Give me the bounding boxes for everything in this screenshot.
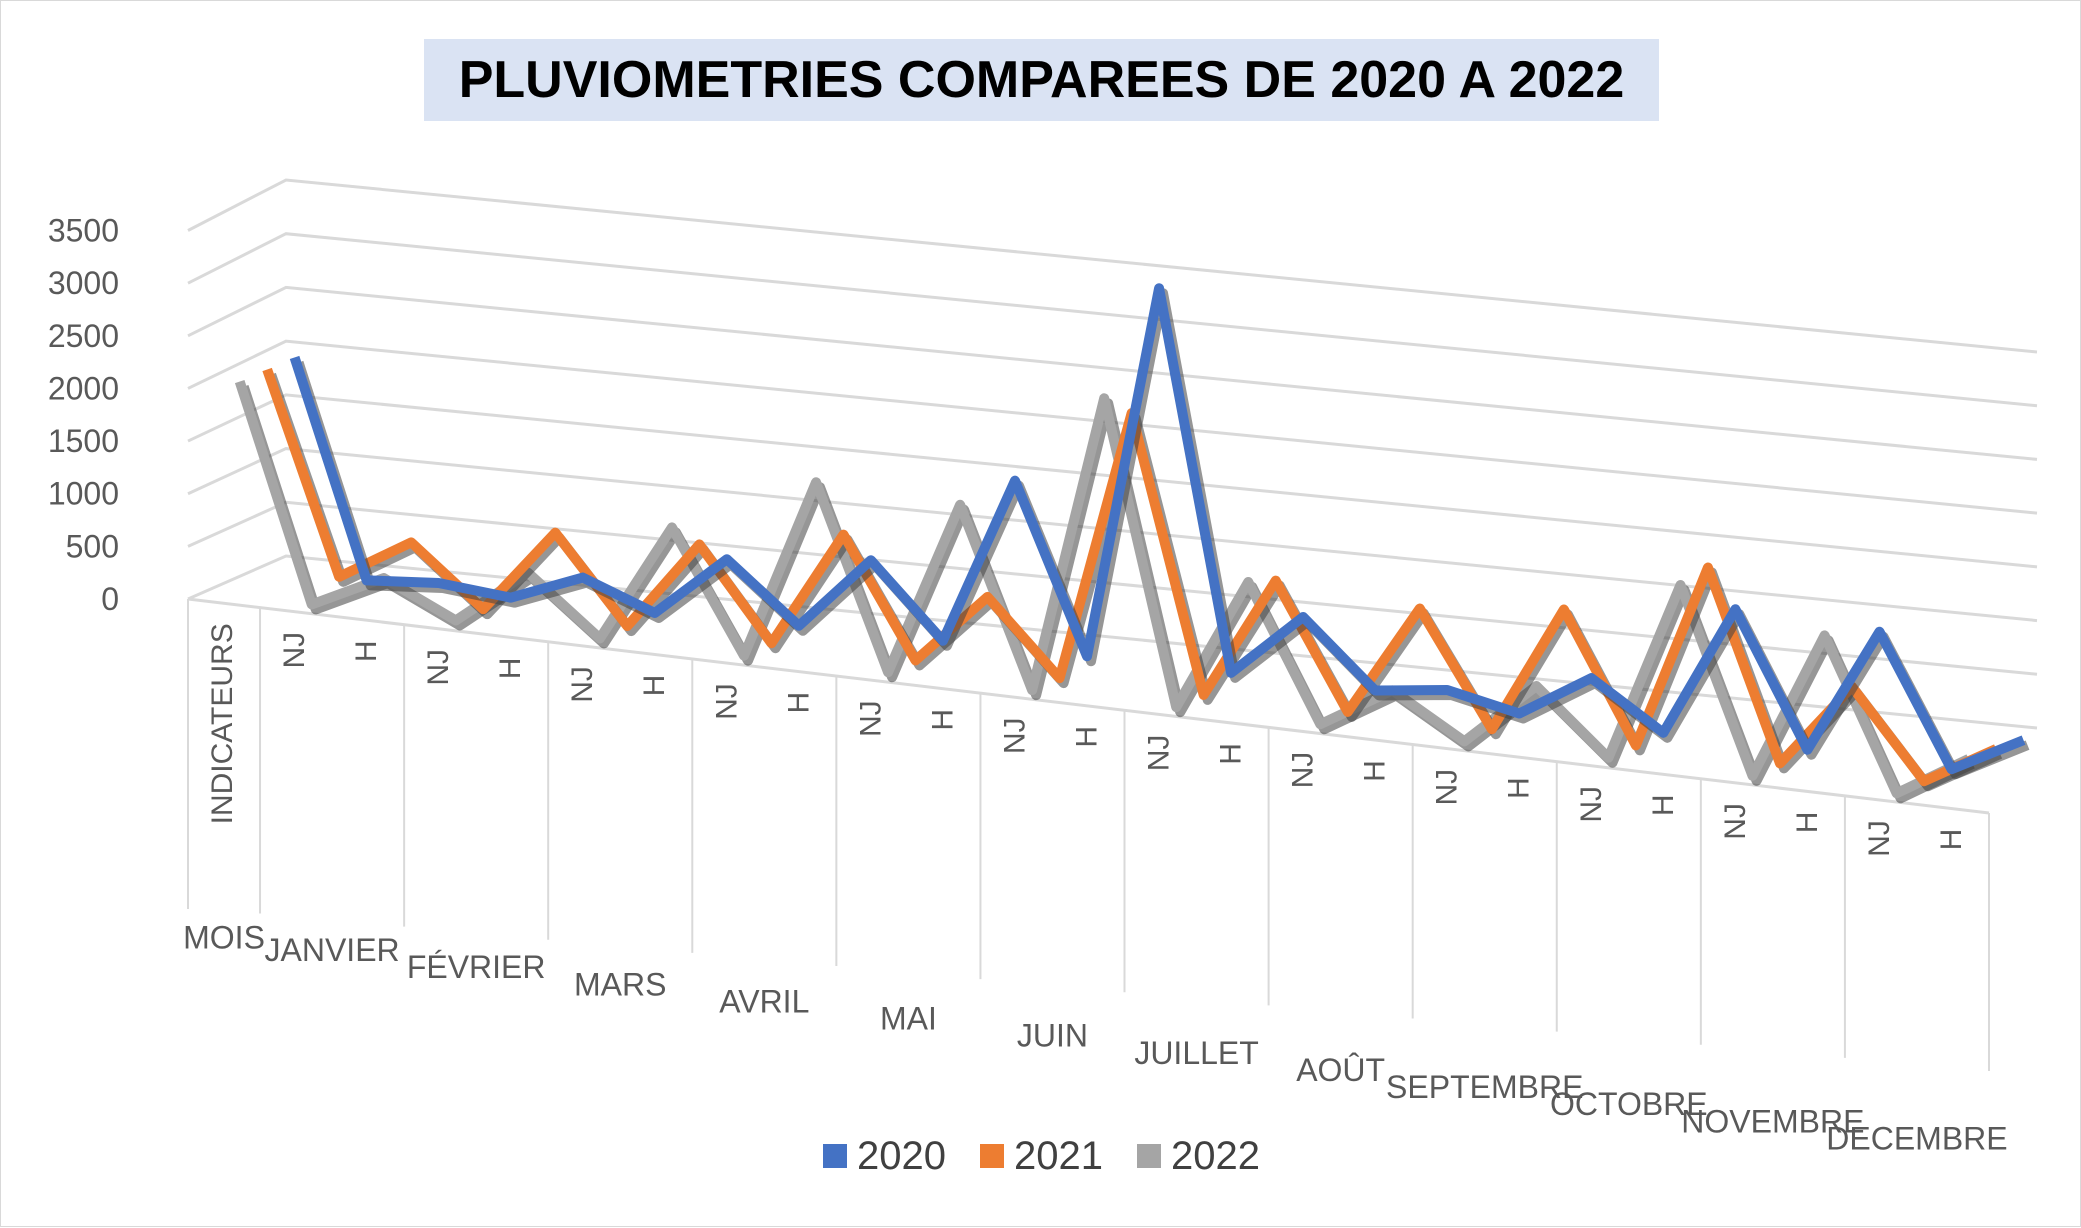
category-label: H [350,640,383,662]
category-label: NJ [278,632,311,669]
gridline [187,285,2038,461]
category-label: H [1791,812,1824,834]
category-label: NJ [1863,820,1896,857]
series-line-2020 [289,283,2026,775]
category-label: NJ [998,717,1031,754]
series-lines [234,283,2030,804]
legend-swatch [1136,1144,1161,1168]
y-tick-label: 2500 [48,318,119,354]
month-label: SEPTEMBRE [1386,1069,1583,1105]
gridlines [187,178,2038,730]
legend-item: 2021 [980,1134,1103,1179]
month-label: FÉVRIER [407,949,546,985]
category-label: NJ [1719,803,1752,840]
chart-title-box: PLUVIOMETRIES COMPAREES DE 2020 A 2022 [424,39,1659,121]
y-axis-ticks: 3500 3000 2500 2000 1500 1000 500 0 [48,213,119,617]
y-tick-label: 0 [101,581,119,617]
axis-floor-edge [187,597,1990,815]
category-label: H [782,692,815,714]
category-label: H [926,709,959,731]
legend-swatch [823,1144,848,1168]
category-label: H [638,675,671,697]
category-label: NJ [1575,786,1608,823]
month-label: JUILLET [1134,1035,1258,1071]
month-label: JUIN [1017,1018,1088,1054]
gridline [187,178,2038,354]
legend-label: 2022 [1170,1133,1260,1178]
category-label: NJ [1431,769,1464,806]
category-label: NJ [422,649,455,686]
month-label: MAI [880,1001,937,1037]
legend-item: 2022 [1136,1133,1260,1179]
legend-swatch [980,1144,1004,1168]
legend-item: 2020 [823,1134,946,1179]
y-tick-label: 500 [66,528,119,564]
category-label: NJ [566,666,599,703]
category-label: NJ [710,683,743,720]
chart-title: PLUVIOMETRIES COMPAREES DE 2020 A 2022 [458,51,1625,109]
chart-legend: 2020 2021 2022 [1,1131,2081,1181]
gridline [187,447,2038,623]
legend-label: 2020 [857,1133,946,1178]
category-label: INDICATEURS [206,623,239,824]
month-label: MARS [574,966,666,1002]
category-label: H [1503,777,1536,799]
category-label: H [494,658,527,680]
gridline [187,393,2038,569]
month-label: NOVEMBRE [1681,1103,1864,1139]
month-label: AOÛT [1296,1052,1385,1088]
month-label: AVRIL [719,983,809,1019]
y-tick-label: 1500 [48,423,119,459]
x-axis-categories: INDICATEURS NJ H NJ H NJ H NJ H NJ H NJ H NJ H NJ H NJ H NJ… [183,599,2008,1156]
y-tick-label: 1000 [48,476,119,512]
legend-label: 2021 [1014,1133,1103,1178]
category-label: H [1359,760,1392,782]
category-label: H [1215,743,1248,765]
category-label: H [1935,829,1968,851]
category-label: NJ [1287,752,1320,789]
y-tick-label: 2000 [48,370,119,406]
month-label: MOIS [183,919,265,955]
category-label: H [1071,726,1104,748]
gridline [187,339,2038,515]
month-label: DECEMBRE [1826,1120,2007,1156]
month-label: JANVIER [265,932,400,968]
y-tick-label: 3500 [48,213,119,249]
category-label: NJ [1143,735,1176,772]
month-label: OCTOBRE [1550,1086,1708,1122]
gridline [187,232,2038,408]
category-label: H [1647,794,1680,816]
category-label: NJ [854,700,887,737]
y-tick-label: 3000 [48,265,119,301]
